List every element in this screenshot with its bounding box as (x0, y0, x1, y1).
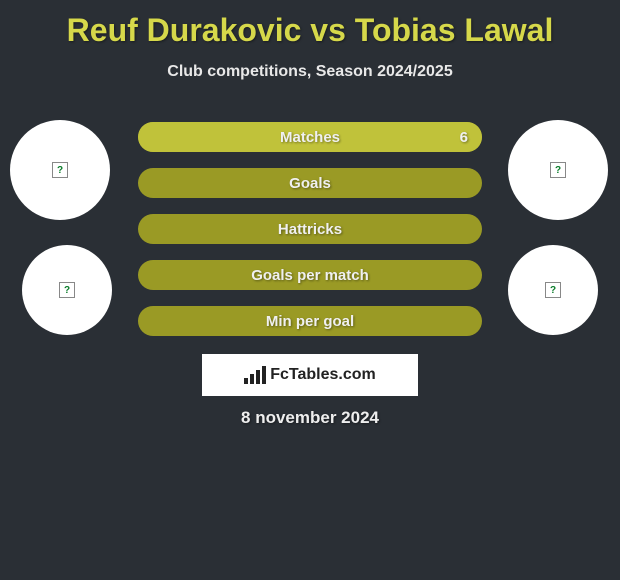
stat-row-label: Goals (289, 175, 331, 192)
image-placeholder-icon: ? (545, 282, 561, 298)
stat-row-goals-per-match: Goals per match (138, 260, 482, 290)
stat-row-goals: Goals (138, 168, 482, 198)
player-right-avatar: ? (508, 120, 608, 220)
page-subtitle: Club competitions, Season 2024/2025 (0, 63, 620, 81)
date-text: 8 november 2024 (0, 408, 620, 428)
stat-rows: Matches 6 Goals Hattricks Goals per match Min… (138, 122, 482, 352)
stat-row-label: Matches (280, 129, 340, 146)
image-placeholder-icon: ? (52, 162, 68, 178)
stat-row-label: Goals per match (251, 267, 369, 284)
image-placeholder-icon: ? (550, 162, 566, 178)
page-title: Reuf Durakovic vs Tobias Lawal (0, 0, 620, 49)
player-left-avatar: ? (10, 120, 110, 220)
club-left-avatar: ? (22, 245, 112, 335)
avatars-left-group: ? ? (10, 120, 112, 360)
watermark-text: FcTables.com (270, 366, 376, 384)
watermark: FcTables.com (202, 354, 418, 396)
image-placeholder-icon: ? (59, 282, 75, 298)
stat-row-matches: Matches 6 (138, 122, 482, 152)
stat-row-label: Hattricks (278, 221, 342, 238)
stat-row-hattricks: Hattricks (138, 214, 482, 244)
club-right-avatar: ? (508, 245, 598, 335)
avatars-right-group: ? ? (508, 120, 610, 360)
stat-row-value-right: 6 (460, 129, 468, 146)
stat-row-label: Min per goal (266, 313, 354, 330)
bars-icon (244, 366, 266, 384)
stat-row-min-per-goal: Min per goal (138, 306, 482, 336)
